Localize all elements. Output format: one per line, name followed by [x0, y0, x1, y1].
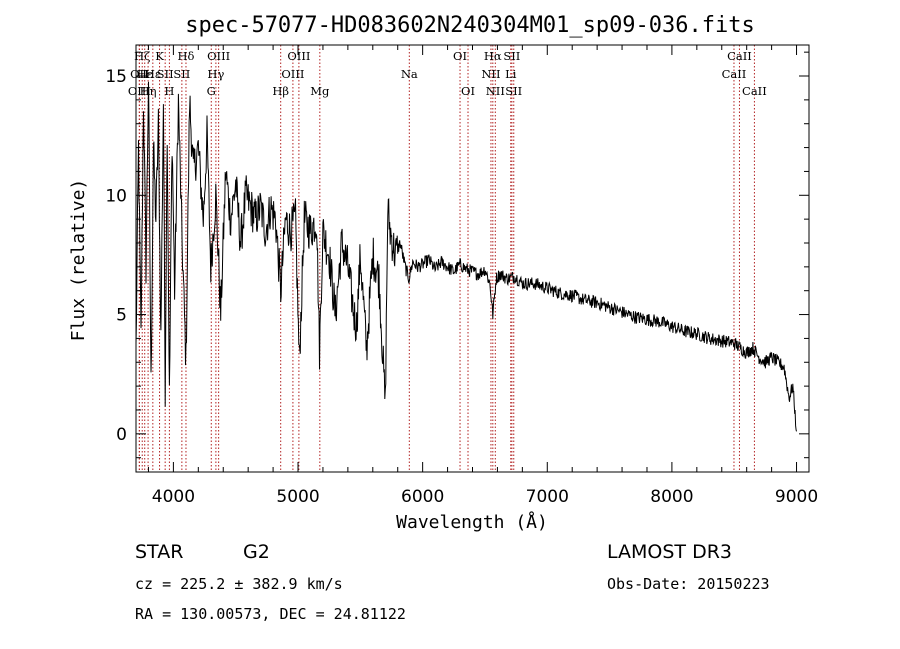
x-tick-label-4: 8000	[650, 487, 693, 507]
x-tick-label-5: 9000	[775, 487, 818, 507]
y-tick-label-2: 10	[105, 186, 127, 206]
line-label-26: SII	[505, 84, 522, 98]
line-label-0: OII	[130, 67, 149, 81]
line-label-16: OIII	[287, 49, 310, 63]
line-label-28: CaII	[727, 49, 752, 63]
object-type: STAR	[135, 541, 183, 563]
line-label-18: Na	[401, 67, 418, 81]
line-label-9: Hδ	[177, 49, 194, 63]
line-label-11: G	[207, 84, 216, 98]
line-label-3: Hε	[137, 67, 153, 81]
line-label-13: OIII	[207, 49, 230, 63]
x-axis-ticks: 4000 5000 6000 7000 8000 9000	[147, 45, 818, 507]
line-label-24: Li	[505, 67, 517, 81]
line-label-29: CaII	[742, 84, 767, 98]
line-label-21: NII	[481, 67, 500, 81]
line-label-2: Hζ	[134, 49, 150, 63]
chart-title: spec-57077-HD083602N240304M01_sp09-036.f…	[185, 13, 755, 38]
y-axis-label: Flux (relative)	[68, 179, 89, 342]
redshift-cz: cz = 225.2 ± 382.9 km/s	[135, 575, 343, 593]
coordinates: RA = 130.00573, DEC = 24.81122	[135, 605, 406, 623]
line-label-6: K	[155, 49, 164, 63]
x-tick-label-3: 7000	[526, 487, 569, 507]
x-tick-label-0: 4000	[152, 487, 195, 507]
line-label-5: Hε	[145, 67, 161, 81]
y-axis-ticks: 0 5 10 15	[105, 51, 809, 459]
line-label-22: Hα	[484, 49, 502, 63]
line-label-12: Hγ	[207, 67, 224, 81]
line-label-27: CaII	[722, 67, 747, 81]
spectral-subclass: G2	[243, 541, 270, 563]
line-label-8: H	[164, 84, 174, 98]
x-tick-label-2: 6000	[401, 487, 444, 507]
y-tick-label-0: 0	[116, 425, 127, 445]
x-tick-label-1: 5000	[276, 487, 319, 507]
x-axis-label: Wavelength (Å)	[396, 511, 548, 533]
line-label-10: SII	[173, 67, 190, 81]
line-label-17: Mg	[310, 84, 330, 98]
y-tick-label-1: 5	[116, 306, 127, 326]
plot-frame	[135, 44, 810, 473]
spectral-line-markers	[138, 45, 755, 472]
spectrum-plot	[135, 81, 797, 432]
line-label-14: Hβ	[272, 84, 289, 98]
y-tick-label-3: 15	[105, 67, 127, 87]
line-label-25: SII	[503, 49, 520, 63]
spectrum-series-flux	[135, 81, 797, 432]
line-label-23: NII	[486, 84, 505, 98]
line-label-19: OI	[453, 49, 467, 63]
line-label-7: SII	[157, 67, 174, 81]
line-label-1: OIII	[128, 84, 151, 98]
spectral-line-labels: OIIOIIIHζHεHηHεKSIIHHδSIIGHγOIIIHβOIIIOI…	[128, 49, 767, 98]
line-label-20: OI	[461, 84, 475, 98]
survey-name: LAMOST DR3	[607, 541, 732, 563]
observation-date: Obs-Date: 20150223	[607, 575, 770, 593]
line-label-15: OIII	[281, 67, 304, 81]
